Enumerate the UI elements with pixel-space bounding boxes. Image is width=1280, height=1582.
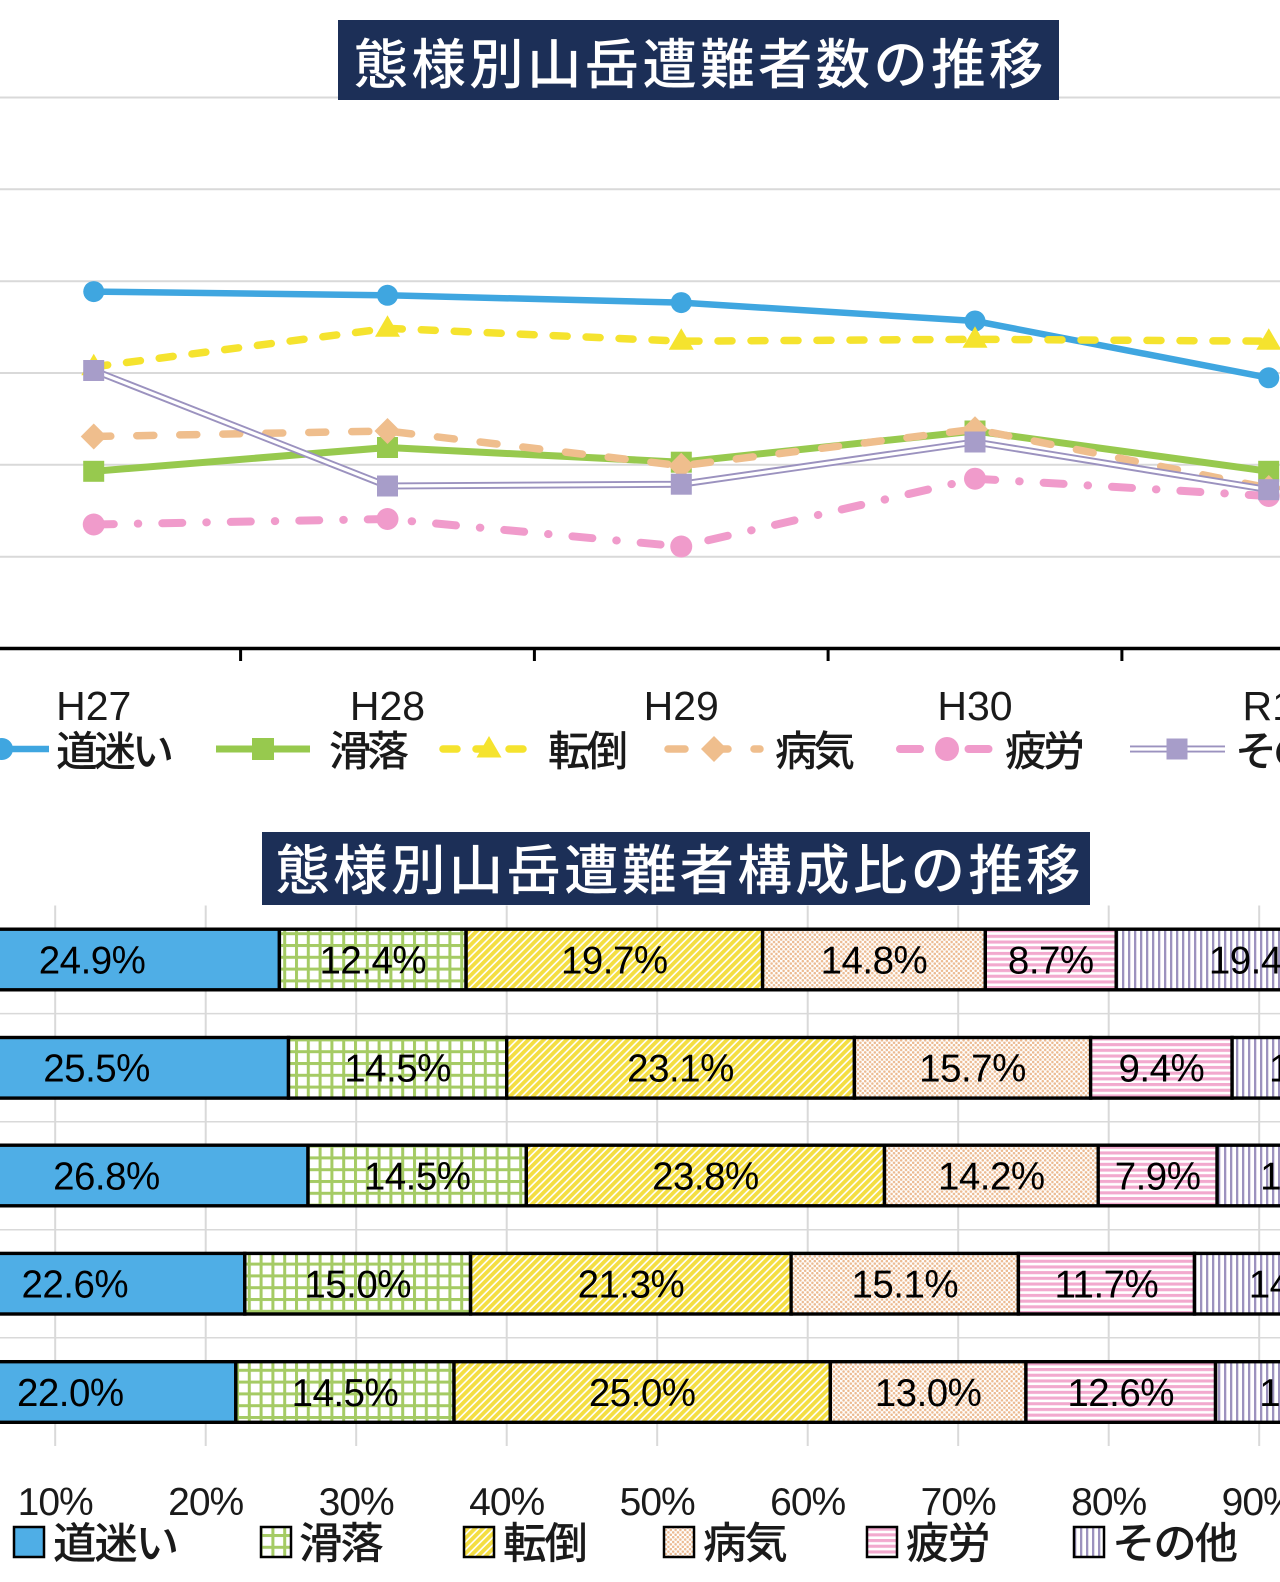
svg-text:14.5%: 14.5% [344,1048,451,1091]
svg-text:H27: H27 [56,683,131,729]
svg-text:12.8%: 12.8% [1260,1155,1280,1198]
svg-text:12.9%: 12.9% [1259,1372,1280,1415]
svg-text:60%: 60% [770,1481,845,1524]
svg-text:13.0%: 13.0% [875,1372,982,1415]
svg-text:23.1%: 23.1% [627,1048,734,1091]
svg-text:26.8%: 26.8% [53,1155,160,1198]
svg-text:21.3%: 21.3% [578,1264,685,1307]
svg-text:14.5%: 14.5% [292,1372,399,1415]
svg-text:H30: H30 [937,683,1012,729]
svg-text:80%: 80% [1071,1481,1146,1524]
svg-text:14.5%: 14.5% [364,1155,471,1198]
svg-text:10%: 10% [18,1481,93,1524]
svg-text:30%: 30% [319,1481,394,1524]
svg-text:25.0%: 25.0% [589,1372,696,1415]
svg-text:12.6%: 12.6% [1067,1372,1174,1415]
svg-text:11.8%: 11.8% [1269,1048,1280,1091]
svg-text:25.5%: 25.5% [43,1048,150,1091]
svg-text:11.7%: 11.7% [1054,1264,1158,1307]
svg-text:15.7%: 15.7% [919,1048,1026,1091]
svg-text:50%: 50% [620,1481,695,1524]
svg-text:24.9%: 24.9% [39,939,146,982]
svg-text:14.3%: 14.3% [1249,1264,1280,1307]
svg-text:70%: 70% [921,1481,996,1524]
svg-text:15.0%: 15.0% [304,1264,411,1307]
svg-text:22.6%: 22.6% [21,1264,128,1307]
svg-text:H29: H29 [644,683,719,729]
svg-text:14.2%: 14.2% [938,1155,1045,1198]
svg-text:23.8%: 23.8% [652,1155,759,1198]
svg-text:22.0%: 22.0% [17,1372,124,1415]
svg-text:H28: H28 [350,683,425,729]
svg-text:9.4%: 9.4% [1119,1048,1205,1091]
svg-text:20%: 20% [168,1481,243,1524]
svg-text:40%: 40% [469,1481,544,1524]
svg-text:15.1%: 15.1% [851,1264,958,1307]
svg-text:7.9%: 7.9% [1115,1155,1201,1198]
svg-text:19.7%: 19.7% [561,939,668,982]
svg-text:8.7%: 8.7% [1008,939,1094,982]
svg-text:90%: 90% [1222,1481,1280,1524]
svg-text:R1: R1 [1243,683,1280,729]
svg-text:12.4%: 12.4% [319,939,426,982]
svg-text:14.8%: 14.8% [821,939,928,982]
svg-text:19.4%: 19.4% [1209,939,1280,982]
